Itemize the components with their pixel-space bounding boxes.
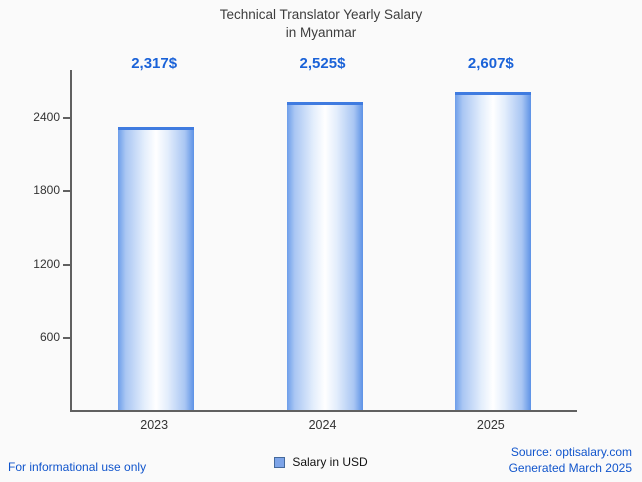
chart-title: Technical Translator Yearly Salary in My… bbox=[0, 6, 642, 41]
x-axis-label-2025: 2025 bbox=[476, 418, 505, 432]
footer-generated: Generated March 2025 bbox=[508, 460, 632, 475]
bar-value-label-2023: 2,317$ bbox=[131, 55, 178, 72]
x-axis-label-2024: 2024 bbox=[308, 418, 337, 432]
chart-title-line2: in Myanmar bbox=[285, 24, 357, 40]
footer-source: Source: optisalary.com bbox=[510, 444, 632, 459]
plot-area: 600 1200 1800 2400 bbox=[33, 70, 577, 412]
footer-source-block: Source: optisalary.com Generated March 2… bbox=[509, 444, 632, 476]
bar-value-label-2024: 2,525$ bbox=[299, 55, 346, 72]
legend: Salary in USD bbox=[0, 455, 642, 469]
bar-value-label-2025: 2,607$ bbox=[467, 55, 514, 72]
y-axis-tick-label: 1200 bbox=[33, 256, 60, 271]
bar-2025 bbox=[454, 91, 531, 410]
legend-label: Salary in USD bbox=[292, 455, 368, 469]
y-axis-tick-label: 2400 bbox=[33, 110, 60, 124]
y-axis-tick-mark bbox=[63, 336, 72, 339]
y-axis-tick-mark bbox=[63, 263, 72, 266]
footer-disclaimer: For informational use only bbox=[8, 460, 147, 474]
legend-swatch-icon bbox=[274, 456, 286, 468]
y-axis-tick-label: 1800 bbox=[33, 183, 60, 198]
bar-2023 bbox=[118, 127, 195, 410]
y-axis-tick-label: 600 bbox=[39, 329, 60, 344]
chart-title-line1: Technical Translator Yearly Salary bbox=[219, 7, 423, 22]
y-axis-tick-mark bbox=[63, 117, 72, 119]
x-axis-label-2023: 2023 bbox=[140, 418, 169, 432]
y-axis-tick-mark bbox=[63, 190, 72, 193]
bar-2024 bbox=[286, 101, 363, 410]
